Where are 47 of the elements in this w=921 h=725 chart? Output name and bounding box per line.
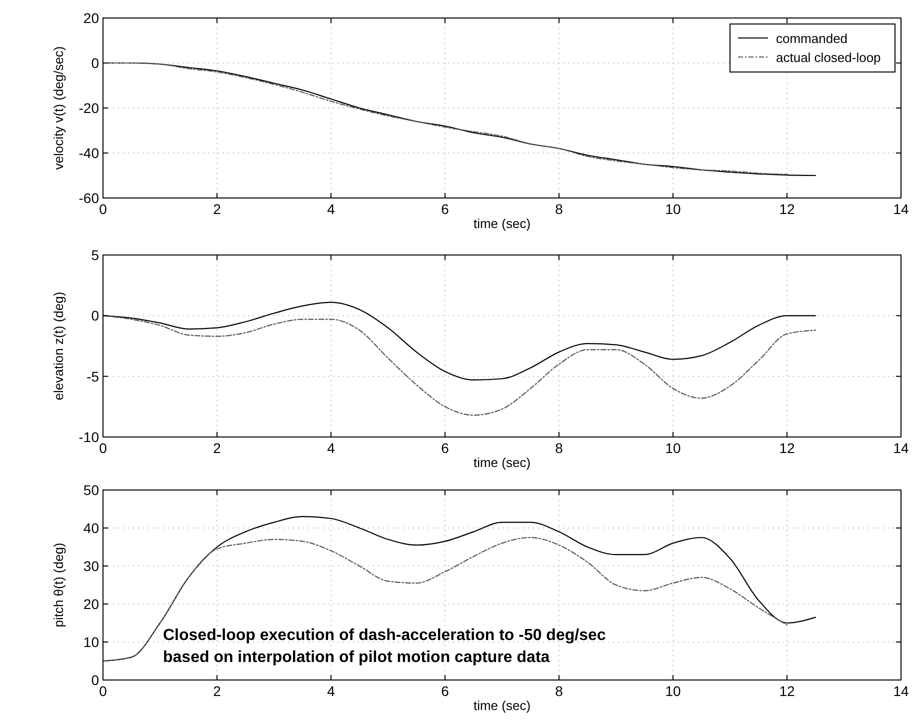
x-axis-title: time (sec) (473, 455, 531, 470)
x-tick-label: 12 (779, 440, 795, 456)
x-tick-label: 8 (555, 201, 564, 217)
x-tick-label: 10 (665, 201, 681, 217)
y-tick-label: -40 (78, 145, 100, 161)
y-tick-label: 40 (83, 520, 100, 536)
y-tick-label: -60 (78, 190, 100, 206)
x-tick-label: 4 (327, 683, 336, 699)
x-tick-label: 8 (555, 683, 564, 699)
y-tick-label: -10 (78, 429, 100, 445)
y-tick-label: 5 (91, 247, 100, 263)
x-tick-label: 6 (441, 440, 450, 456)
x-tick-label: 4 (327, 440, 336, 456)
x-tick-label: 6 (441, 683, 450, 699)
y-tick-label: -5 (86, 368, 100, 384)
x-tick-label: 4 (327, 201, 336, 217)
x-tick-label: 6 (441, 201, 450, 217)
y-tick-label: -20 (78, 100, 100, 116)
x-tick-label: 10 (665, 440, 681, 456)
x-tick-label: 2 (213, 201, 222, 217)
x-tick-label: 8 (555, 440, 564, 456)
x-tick-label: 2 (213, 683, 222, 699)
y-axis-title: elevation z(t) (deg) (51, 292, 66, 400)
y-tick-label: 50 (83, 482, 100, 498)
x-tick-label: 12 (779, 201, 795, 217)
y-tick-label: 30 (83, 558, 100, 574)
annotation: Closed-loop execution of dash-acceleration to -50 deg/sec (163, 627, 606, 644)
legend-label: commanded (776, 31, 848, 46)
y-tick-label: 10 (83, 634, 100, 650)
x-axis-title: time (sec) (473, 698, 531, 713)
x-tick-label: 14 (893, 440, 909, 456)
legend-label: actual closed-loop (776, 50, 881, 65)
x-tick-label: 12 (779, 683, 795, 699)
y-tick-label: 20 (83, 596, 100, 612)
y-tick-label: 0 (91, 308, 100, 324)
y-tick-label: 0 (91, 55, 100, 71)
y-axis-title: velocity v(t) (deg/sec) (51, 46, 66, 170)
x-axis-title: time (sec) (473, 216, 531, 231)
x-tick-label: 2 (213, 440, 222, 456)
x-tick-label: 10 (665, 683, 681, 699)
x-tick-label: 14 (893, 201, 909, 217)
line-series (102, 315, 816, 416)
y-axis-title: pitch θ(t) (deg) (51, 542, 66, 628)
annotation: based on interpolation of pilot motion capture data (163, 649, 550, 666)
y-tick-label: 20 (83, 10, 100, 26)
y-tick-label: 0 (91, 672, 100, 688)
x-tick-label: 14 (893, 683, 909, 699)
